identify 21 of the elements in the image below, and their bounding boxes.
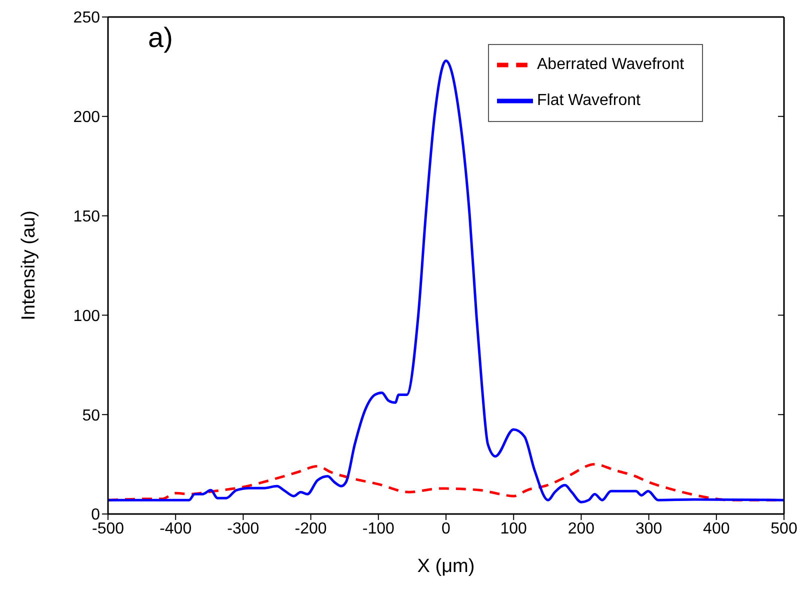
y-tick-label: 100: [73, 308, 100, 325]
x-tick-label: 100: [500, 520, 528, 538]
annotation: a): [148, 22, 173, 54]
x-axis-title: X (μm): [417, 556, 475, 577]
x-tick-label: 400: [703, 520, 730, 538]
y-tick-label: 50: [82, 407, 100, 424]
x-tick-label: 200: [568, 520, 595, 538]
x-tick-label: -100: [362, 520, 395, 538]
y-axis-title: Intensity (au): [18, 210, 40, 320]
line-series: [108, 59, 784, 504]
x-tick-label: 0: [442, 520, 451, 538]
y-tick-label: 150: [73, 208, 100, 226]
x-tick-label: -200: [294, 520, 327, 538]
x-tick-label: 500: [770, 520, 798, 538]
x-tick-label: -400: [160, 520, 192, 538]
y-tick-label: 250: [73, 10, 100, 27]
y-tick-label: 200: [73, 109, 100, 126]
x-tick-label: -300: [227, 520, 260, 538]
legend-label: Flat Wavefront: [537, 92, 640, 110]
x-tick-label: 300: [635, 520, 662, 538]
legend-label: Aberrated Wavefront: [537, 56, 684, 74]
